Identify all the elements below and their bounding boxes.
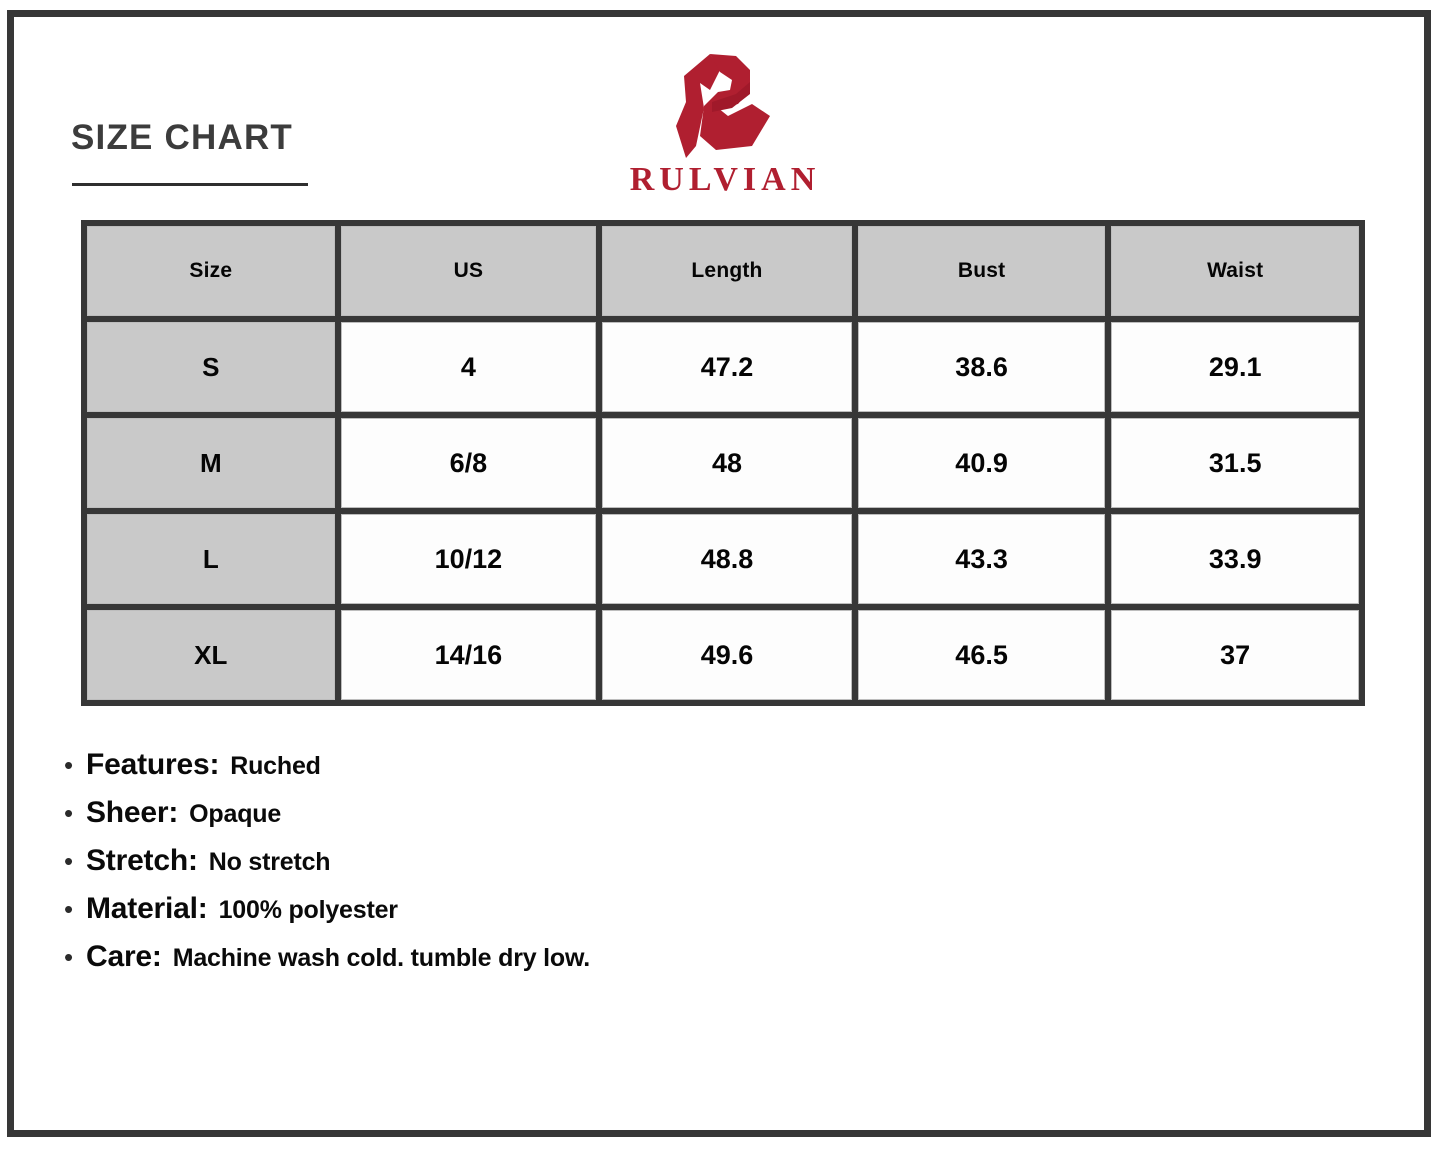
- list-item: • Sheer: Opaque: [64, 796, 1264, 836]
- list-item: • Features: Ruched: [64, 748, 1264, 788]
- list-item: • Material: 100% polyester: [64, 892, 1264, 932]
- table-header-row: Size US Length Bust Waist: [87, 226, 1359, 316]
- bullet-icon: •: [64, 750, 74, 780]
- spec-value-material: 100% polyester: [218, 896, 398, 924]
- table-row: M 6/8 48 40.9 31.5: [87, 418, 1359, 508]
- column-header-bust: Bust: [857, 226, 1106, 316]
- spec-label-material: Material:: [86, 892, 208, 925]
- spec-value-care: Machine wash cold. tumble dry low.: [172, 944, 591, 972]
- cell-bust: 46.5: [857, 610, 1106, 700]
- cell-length: 48: [602, 418, 852, 508]
- brand-logo: RULVIAN: [615, 50, 835, 200]
- list-item: • Stretch: No stretch: [64, 844, 1264, 884]
- list-item: • Care: Machine wash cold. tumble dry lo…: [64, 940, 1264, 980]
- cell-bust: 43.3: [857, 514, 1106, 604]
- cell-waist: 37: [1111, 610, 1359, 700]
- cell-bust: 40.9: [857, 418, 1106, 508]
- spec-value-features: Ruched: [230, 752, 321, 780]
- column-header-size: Size: [87, 226, 335, 316]
- angular-r-logo-icon: [676, 54, 770, 158]
- row-size-label: S: [87, 322, 335, 412]
- spec-value-stretch: No stretch: [208, 848, 331, 876]
- cell-length: 49.6: [602, 610, 852, 700]
- page-title: SIZE CHART: [71, 118, 293, 157]
- spec-value-sheer: Opaque: [189, 800, 282, 828]
- size-chart-table: Size US Length Bust Waist S 4 47.2 38.6 …: [81, 220, 1365, 706]
- cell-us: 4: [340, 322, 597, 412]
- cell-us: 10/12: [340, 514, 597, 604]
- bullet-icon: •: [64, 942, 74, 972]
- spec-label-care: Care:: [86, 940, 162, 973]
- bullet-icon: •: [64, 894, 74, 924]
- cell-waist: 29.1: [1111, 322, 1359, 412]
- cell-us: 14/16: [340, 610, 597, 700]
- row-size-label: L: [87, 514, 335, 604]
- column-header-us: US: [340, 226, 597, 316]
- table-row: S 4 47.2 38.6 29.1: [87, 322, 1359, 412]
- cell-waist: 31.5: [1111, 418, 1359, 508]
- bullet-icon: •: [64, 846, 74, 876]
- spec-label-features: Features:: [86, 748, 220, 781]
- cell-us: 6/8: [340, 418, 597, 508]
- row-size-label: M: [87, 418, 335, 508]
- cell-length: 47.2: [602, 322, 852, 412]
- row-size-label: XL: [87, 610, 335, 700]
- spec-label-sheer: Sheer:: [86, 796, 179, 829]
- column-header-waist: Waist: [1111, 226, 1359, 316]
- brand-wordmark: RULVIAN: [629, 161, 821, 198]
- table-row: L 10/12 48.8 43.3 33.9: [87, 514, 1359, 604]
- cell-bust: 38.6: [857, 322, 1106, 412]
- column-header-length: Length: [602, 226, 852, 316]
- table-row: XL 14/16 49.6 46.5 37: [87, 610, 1359, 700]
- product-specs-list: • Features: Ruched • Sheer: Opaque • Str…: [64, 748, 1264, 988]
- title-underline-divider: [72, 183, 308, 186]
- cell-waist: 33.9: [1111, 514, 1359, 604]
- cell-length: 48.8: [602, 514, 852, 604]
- decorative-border-frame: [7, 10, 1431, 1137]
- spec-label-stretch: Stretch:: [86, 844, 198, 877]
- bullet-icon: •: [64, 798, 74, 828]
